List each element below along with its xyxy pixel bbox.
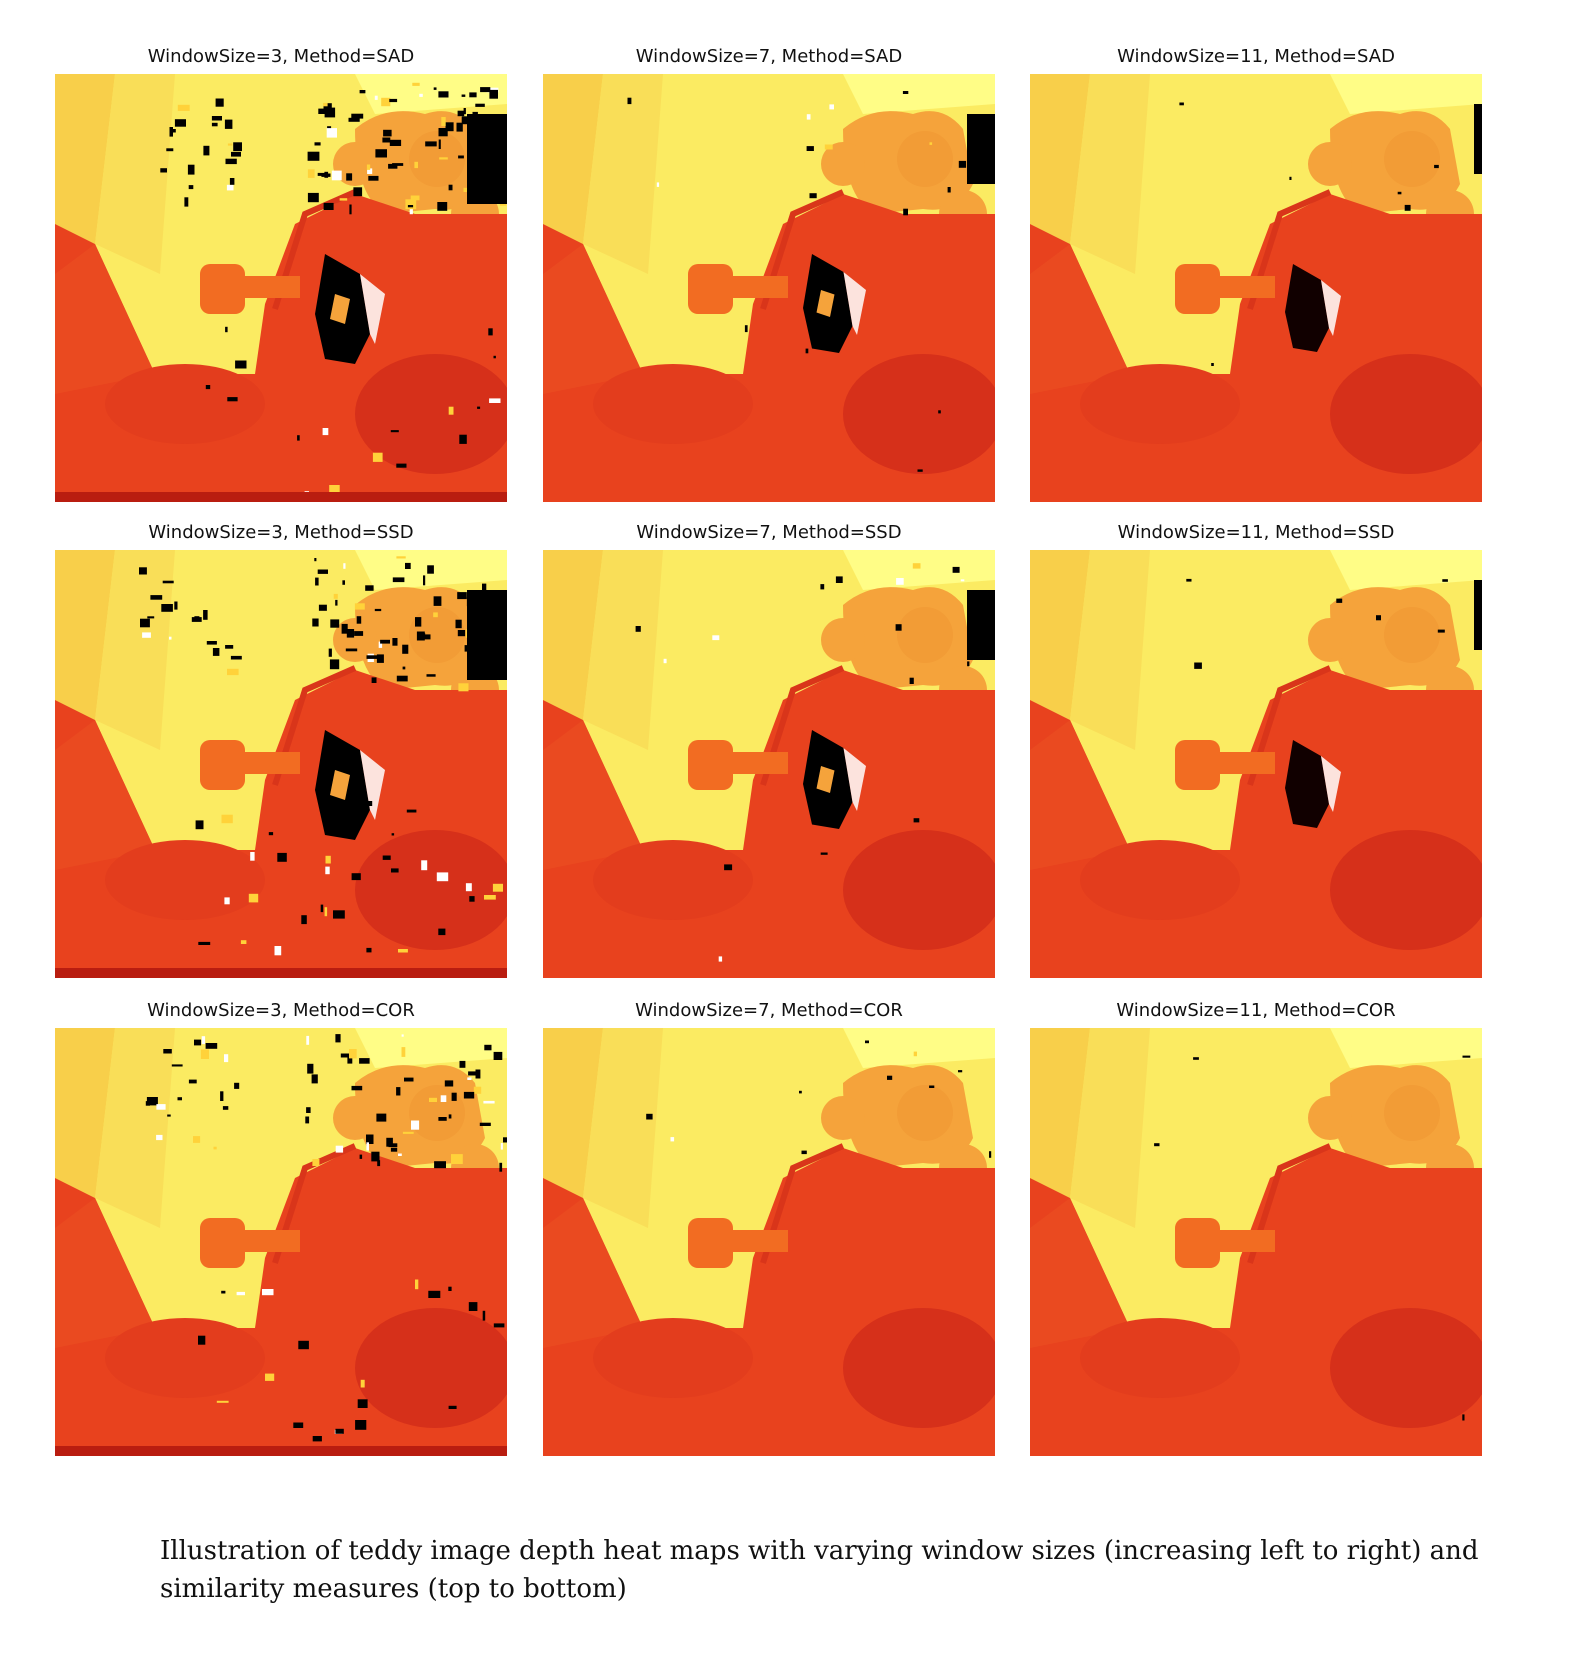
- heatmap-panel: WindowSize=7, Method=SSD: [543, 522, 995, 978]
- heatmap-panel: WindowSize=7, Method=SAD: [543, 46, 995, 502]
- depth-heatmap-image: [543, 550, 995, 978]
- heatmap-panel: WindowSize=3, Method=COR: [55, 1000, 507, 1456]
- panel-title: WindowSize=3, Method=COR: [147, 1000, 415, 1021]
- heatmap-panel: WindowSize=7, Method=COR: [543, 1000, 995, 1456]
- depth-heatmap-image: [1030, 74, 1482, 502]
- panel-title: WindowSize=7, Method=COR: [635, 1000, 903, 1021]
- panel-title: WindowSize=11, Method=SSD: [1117, 522, 1395, 543]
- depth-heatmap-image: [55, 74, 507, 502]
- panel-title: WindowSize=3, Method=SSD: [148, 522, 414, 543]
- figure-caption: Illustration of teddy image depth heat m…: [160, 1536, 1479, 1604]
- depth-heatmap-image: [543, 74, 995, 502]
- heatmap-panel: WindowSize=3, Method=SSD: [55, 522, 507, 978]
- panel-title: WindowSize=11, Method=SAD: [1117, 46, 1395, 67]
- heatmap-panel: WindowSize=11, Method=SAD: [1030, 46, 1482, 502]
- figure-grid: WindowSize=3, Method=SAD WindowSize=7, Me…: [55, 46, 1482, 1456]
- panel-title: WindowSize=7, Method=SSD: [636, 522, 902, 543]
- depth-heatmap-image: [1030, 550, 1482, 978]
- depth-heatmap-image: [1030, 1028, 1482, 1456]
- heatmap-panel: WindowSize=11, Method=COR: [1030, 1000, 1482, 1456]
- panel-title: WindowSize=7, Method=SAD: [635, 46, 903, 67]
- panel-title: WindowSize=11, Method=COR: [1116, 1000, 1396, 1021]
- panel-title: WindowSize=3, Method=SAD: [147, 46, 415, 67]
- depth-heatmap-image: [55, 550, 507, 978]
- depth-heatmap-image: [543, 1028, 995, 1456]
- depth-heatmap-image: [55, 1028, 507, 1456]
- heatmap-panel: WindowSize=11, Method=SSD: [1030, 522, 1482, 978]
- heatmap-panel: WindowSize=3, Method=SAD: [55, 46, 507, 502]
